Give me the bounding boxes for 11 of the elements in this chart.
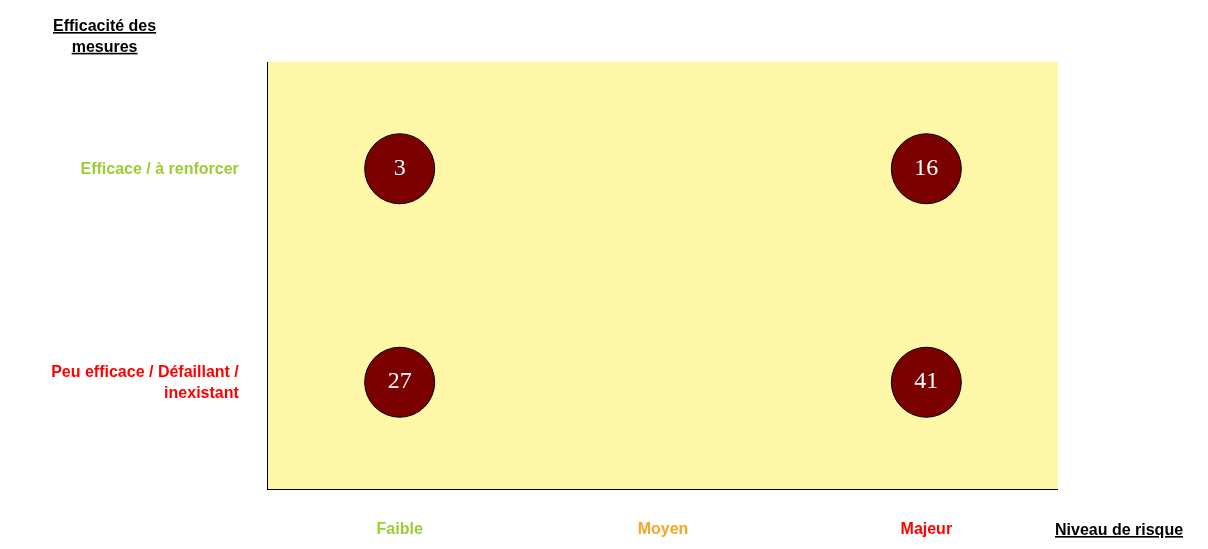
y-tick-label: Efficace / à renforcer (80, 160, 239, 178)
y-tick-label: Peu efficace / Défaillant / inexistant (51, 363, 240, 402)
data-label: 16 (914, 153, 939, 180)
data-label: 27 (387, 367, 412, 394)
data-label: 3 (393, 153, 406, 180)
x-axis-title: Niveau de risque (1055, 521, 1184, 538)
x-tick-label: Majeur (900, 520, 953, 538)
data-label: 41 (914, 367, 939, 394)
x-tick-label: Faible (376, 520, 423, 538)
x-tick-label: Moyen (637, 520, 689, 538)
y-axis-title: Efficacité des mesures (53, 17, 157, 55)
